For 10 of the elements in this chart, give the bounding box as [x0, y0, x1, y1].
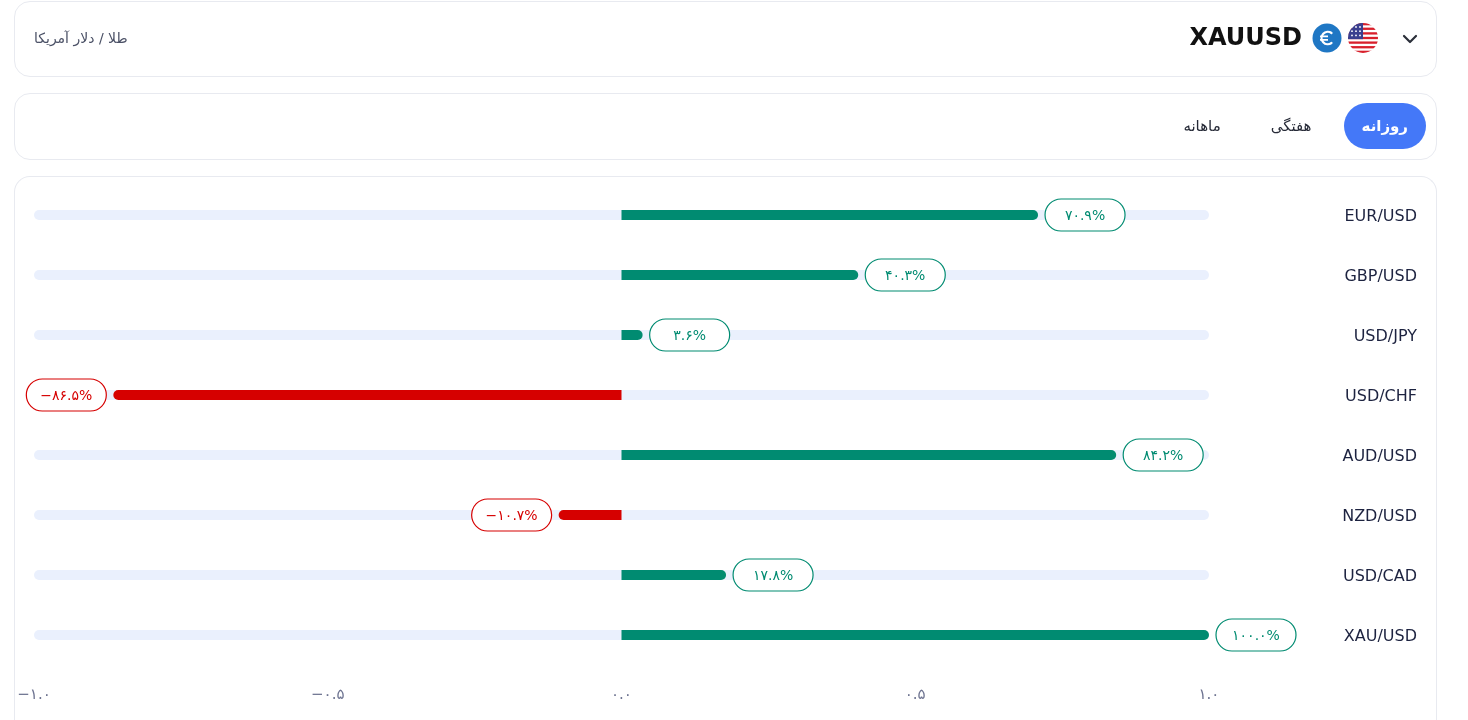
data-label: ۳.۶%	[673, 327, 707, 343]
data-label: −۸۶.۵%	[40, 387, 93, 403]
data-label: ۷۰.۹%	[1064, 207, 1106, 223]
data-label: −۱۰.۷%	[485, 507, 538, 523]
title: XAUUSD	[1189, 22, 1302, 52]
data-label: ۱۰۰.۰%	[1232, 627, 1280, 643]
data-label: ۱۷.۸%	[752, 567, 794, 583]
data-label: ۴۰.۳%	[885, 267, 926, 283]
data-label: ۸۴.۲%	[1143, 447, 1184, 463]
subtitle: طلا / دلار آمریکا	[34, 29, 128, 48]
